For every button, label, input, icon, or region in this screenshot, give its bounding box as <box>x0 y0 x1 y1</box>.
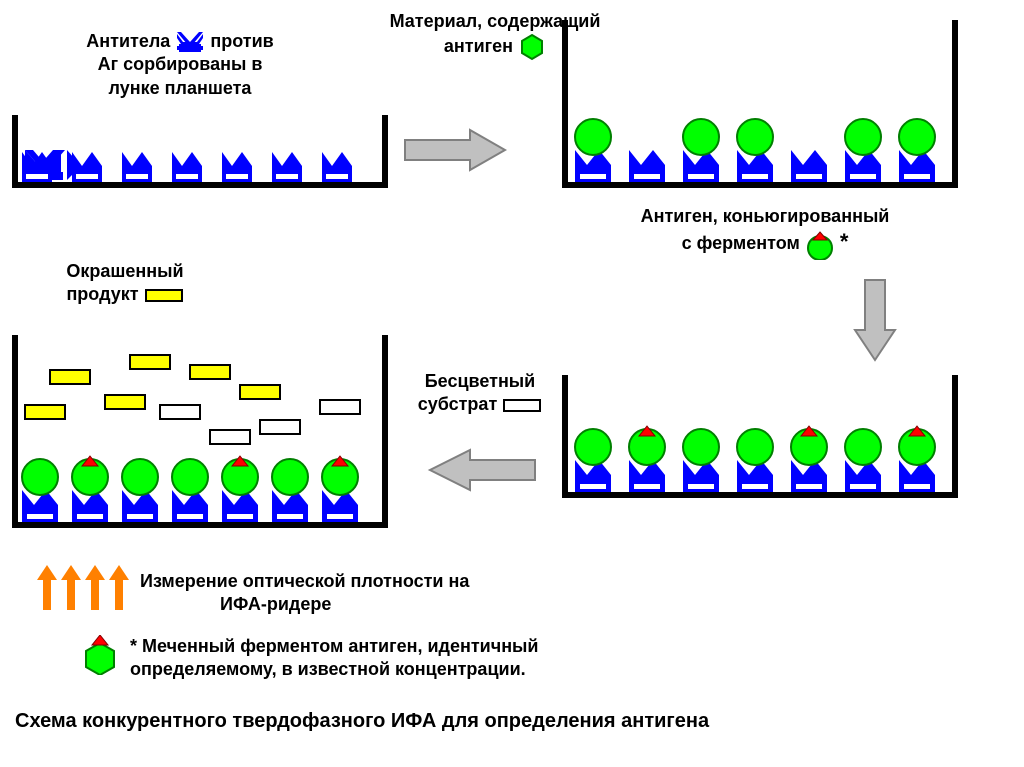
footnote-row: * Меченный ферментом антиген, идентичный… <box>80 635 780 682</box>
arrow-left <box>420 445 540 495</box>
white-rect-icon <box>502 398 542 413</box>
asterisk: * <box>840 229 849 254</box>
text-colored-2: продукт <box>66 284 138 304</box>
text-conj-1: Антиген, коньюгированный <box>641 206 890 226</box>
colored-product-label: Окрашенный продукт <box>50 260 200 307</box>
arrow-down <box>850 275 900 365</box>
arrow-right-1 <box>400 125 510 175</box>
well-step-1 <box>10 110 390 190</box>
measure-arrows-icon <box>35 565 135 615</box>
text-material-2: антиген <box>444 36 513 56</box>
text-antibody-2: против <box>210 31 273 51</box>
conjugate-icon-large <box>80 635 120 675</box>
conjugate-label: Антиген, коньюгированный с ферментом * <box>590 205 940 260</box>
text-antibody-1: Антитела <box>86 31 170 51</box>
text-footnote-2: определяемому, в известной концентрации. <box>130 659 526 679</box>
text-conj-2: с ферментом <box>682 233 800 253</box>
substrate-label: Бесцветный субстрат <box>400 370 560 417</box>
text-footnote-1: * Меченный ферментом антиген, идентичный <box>130 636 539 656</box>
text-measure-2: ИФА-ридере <box>140 594 331 614</box>
text-antibody-3: Аг сорбированы в <box>98 54 263 74</box>
text-sub-1: Бесцветный <box>425 371 536 391</box>
yellow-rect-icon <box>144 288 184 303</box>
antibody-label: Антитела против Аг сорбированы в лунке п… <box>50 30 310 100</box>
well-step-2 <box>560 15 960 195</box>
text-antibody-4: лунке планшета <box>109 78 252 98</box>
measurement-label: Измерение оптической плотности на ИФА-ри… <box>140 570 540 617</box>
conjugate-antigen-icon <box>805 230 835 260</box>
text-measure-1: Измерение оптической плотности на <box>140 571 469 591</box>
antigen-icon <box>518 33 546 61</box>
antibody-icon <box>175 32 205 52</box>
text-colored-1: Окрашенный <box>66 261 183 281</box>
well-step-4 <box>10 330 390 530</box>
diagram-title: Схема конкурентного твердофазного ИФА дл… <box>15 710 709 733</box>
text-sub-2: субстрат <box>418 394 498 414</box>
well-step-3 <box>560 370 960 500</box>
